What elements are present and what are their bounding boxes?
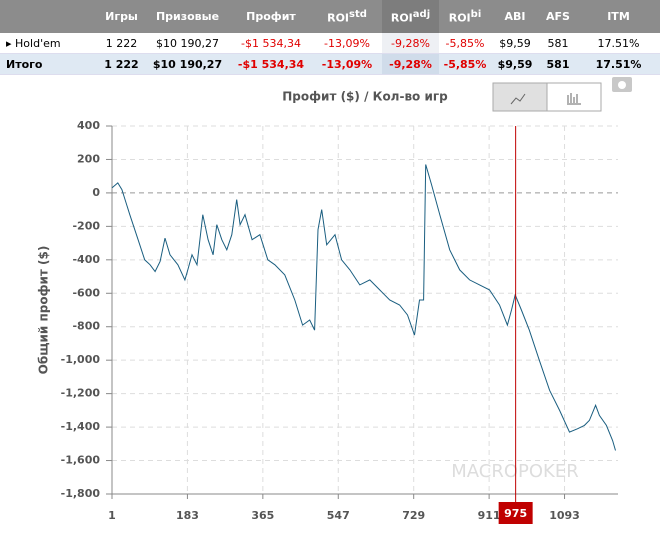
x-tick-label: 183 — [176, 509, 199, 522]
cell-text: Hold'em — [15, 36, 61, 50]
table-cell: 17.51% — [577, 33, 660, 54]
stats-table: Игры Призовые Профит ROIstd ROIadj ROIbi ABI AF… — [0, 0, 660, 75]
table-cell: $10 190,27 — [145, 33, 230, 54]
y-tick-label: -1,600 — [61, 454, 101, 467]
y-tick-label: -1,000 — [61, 353, 101, 366]
table-cell: -9,28% — [382, 53, 439, 75]
header-text: ITM — [607, 10, 630, 23]
x-tick-label: 547 — [327, 509, 350, 522]
cell-text: 1 222 — [105, 36, 138, 50]
x-tick-label: 1093 — [549, 509, 580, 522]
bar-icon — [567, 93, 581, 105]
cell-text: -$1 534,34 — [237, 57, 305, 71]
table-cell: -$1 534,34 — [230, 33, 312, 54]
cell-text: -13,09% — [321, 57, 373, 71]
cell-text: $10 190,27 — [152, 57, 223, 71]
y-tick-label: -600 — [72, 286, 100, 299]
cell-text: $10 190,27 — [156, 36, 219, 50]
header-cell — [0, 0, 98, 33]
table-row: Итого 1 222 $10 190,27 -$1 534,34 -13,09% -9,… — [0, 53, 660, 75]
header-text: ROI — [327, 11, 350, 25]
header-row: Игры Призовые Профит ROIstd ROIadj ROIbi ABI AF… — [0, 0, 660, 33]
x-tick-label: 911 — [478, 509, 501, 522]
cell-text: 17.51% — [597, 36, 640, 50]
y-tick-label: -200 — [72, 219, 100, 232]
table-cell: 581 — [539, 53, 577, 75]
cell-text: 17.51% — [595, 57, 642, 71]
table-cell: $9,59 — [491, 53, 539, 75]
y-tick-label: -1,200 — [61, 387, 101, 400]
header-cell[interactable]: Профит — [230, 0, 312, 33]
header-cell[interactable]: ABI — [491, 0, 539, 33]
header-cell[interactable]: Призовые — [145, 0, 230, 33]
table-cell: Итого — [0, 53, 98, 75]
x-tick-label: 365 — [251, 509, 274, 522]
header-text: AFS — [546, 10, 570, 23]
table-cell: $9,59 — [491, 33, 539, 54]
cell-text: $9,59 — [497, 57, 533, 71]
y-axis-label: Общий профит ($) — [37, 246, 51, 375]
watermark: MACROPOKER — [451, 461, 578, 482]
cell-text: -9,28% — [389, 57, 432, 71]
header-text: Игры — [105, 10, 138, 23]
header-cell[interactable]: ROIstd — [312, 0, 382, 33]
table-cell: -9,28% — [382, 33, 439, 54]
cell-text: Итого — [6, 57, 43, 71]
cursor-label-box — [498, 502, 533, 524]
x-tick-label: 729 — [402, 509, 425, 522]
header-text: ABI — [504, 10, 526, 23]
cell-text: 581 — [547, 36, 569, 50]
header-text: ROI — [390, 11, 413, 25]
cell-text: 581 — [546, 57, 570, 71]
profit-line — [111, 164, 616, 451]
table-cell: 581 — [539, 33, 577, 54]
header-cell[interactable]: ROIbi — [439, 0, 491, 33]
y-tick-label: -400 — [72, 253, 100, 266]
table-cell: -5,85% — [439, 53, 491, 75]
table-cell: 1 222 — [98, 33, 145, 54]
header-cell[interactable]: AFS — [539, 0, 577, 33]
cell-text: -5,85% — [443, 57, 487, 71]
table-cell: -13,09% — [312, 33, 382, 54]
y-tick-label: 400 — [77, 119, 100, 132]
cell-text: 1 222 — [104, 57, 139, 71]
table-cell: 1 222 — [98, 53, 145, 75]
table-cell: ▸ Hold'em — [0, 33, 98, 54]
header-cell[interactable]: ITM — [577, 0, 660, 33]
y-tick-label: -1,800 — [61, 487, 101, 500]
y-tick-label: 0 — [92, 186, 100, 199]
header-sup: bi — [470, 8, 482, 20]
table-cell: 17.51% — [577, 53, 660, 75]
cell-text: -13,09% — [324, 36, 370, 50]
header-sup: adj — [412, 8, 431, 20]
y-tick-label: 200 — [77, 152, 100, 165]
table-cell: -13,09% — [312, 53, 382, 75]
table-cell: -$1 534,34 — [230, 53, 312, 75]
cell-text: $9,59 — [499, 36, 531, 50]
header-cell[interactable]: Игры — [98, 0, 145, 33]
chart: Профит ($) / Кол-во игр Общий профит ($)… — [37, 77, 632, 524]
y-tick-label: -1,400 — [61, 420, 101, 433]
cell-text: -$1 534,34 — [241, 36, 301, 50]
cell-text: -9,28% — [391, 36, 430, 50]
header-text: Призовые — [155, 10, 220, 23]
y-tick-label: -800 — [72, 320, 100, 333]
chart-title: Профит ($) / Кол-во игр — [282, 90, 448, 104]
camera-lens — [618, 81, 626, 89]
header-text: Профит — [246, 10, 296, 23]
line-icon — [510, 93, 526, 105]
table-cell: $10 190,27 — [145, 53, 230, 75]
line-view-button[interactable] — [492, 82, 548, 112]
header-cell[interactable]: ROIadj — [382, 0, 439, 33]
table-cell: -5,85% — [439, 33, 491, 54]
expand-icon[interactable]: ▸ — [6, 36, 16, 50]
table-row[interactable]: ▸ Hold'em 1 222 $10 190,27 -$1 534,34 -13,09… — [0, 33, 660, 54]
header-sup: std — [349, 8, 367, 20]
header-text: ROI — [448, 11, 471, 25]
cell-text: -5,85% — [445, 36, 485, 50]
cursor-label: 975 — [504, 507, 527, 520]
x-tick-label: 1 — [108, 509, 116, 522]
